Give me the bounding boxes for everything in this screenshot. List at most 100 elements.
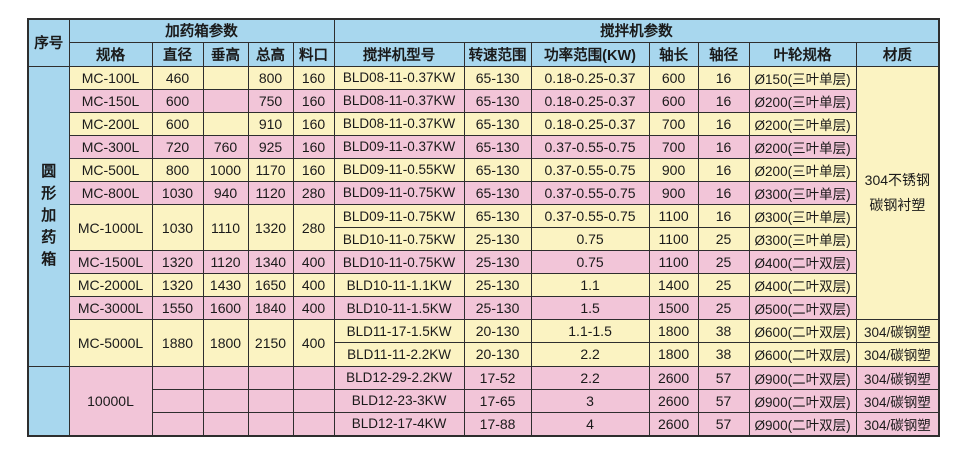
cell-impeller: Ø400(二叶双层) (748, 250, 857, 275)
cell-shaft-length: 1400 (648, 273, 699, 298)
cell-shaft-diameter: 25 (697, 227, 750, 252)
cell-vertical-height: 1600 (202, 296, 249, 321)
cell-total-height: 1120 (247, 180, 294, 205)
table-row: MC-200L 600 910 160 BLD08-11-0.37KW 65-1… (28, 111, 939, 136)
cell-power-range: 0.37-0.55-0.75 (530, 134, 650, 159)
cell-mixer-model: BLD10-11-0.75KW (333, 227, 465, 252)
cell-total-height (247, 388, 294, 413)
cell-vertical-height: 760 (202, 134, 249, 159)
cell-port: 400 (292, 273, 335, 298)
cell-power-range: 4 (530, 411, 650, 437)
cell-mixer-model: BLD12-17-4KW (333, 411, 465, 437)
cell-total-height: 1320 (247, 203, 294, 252)
cell-total-height (247, 365, 294, 390)
cell-power-range: 1.1-1.5 (530, 319, 650, 344)
cell-port (292, 365, 335, 390)
cell-mixer-model: BLD09-11-0.37KW (333, 134, 465, 159)
cell-impeller: Ø900(二叶双层) (748, 365, 857, 390)
cell-total-height: 2150 (247, 319, 294, 367)
col-header-power-range: 功率范围(KW) (530, 41, 650, 67)
cell-impeller: Ø300(三叶单层) (748, 227, 857, 252)
cell-spec: 10000L (68, 365, 153, 437)
cell-impeller: Ø200(三叶单层) (748, 111, 857, 136)
cell-mixer-model: BLD10-11-0.75KW (333, 250, 465, 275)
cell-diameter: 1030 (151, 203, 204, 252)
cell-power-range: 2.2 (530, 365, 650, 390)
cell-shaft-length: 900 (648, 157, 699, 182)
cell-spec: MC-300L (68, 134, 153, 159)
cell-shaft-length: 1100 (648, 227, 699, 252)
cell-total-height: 1840 (247, 296, 294, 321)
cell-power-range: 0.37-0.55-0.75 (530, 157, 650, 182)
cell-speed-range: 25-130 (463, 227, 532, 252)
cell-diameter (151, 411, 204, 437)
dosing-tank-mixer-spec-table: 序号 加药箱参数 搅拌机参数 规格 直径 垂高 总高 料口 搅拌机型号 转速范围… (27, 18, 941, 437)
table-row: BLD10-11-0.75KW 25-130 0.75 1100 25 Ø300… (28, 227, 939, 252)
table-row: MC-2000L 1320 1430 1650 400 BLD10-11-1.1… (28, 273, 939, 298)
cell-vertical-height (202, 88, 249, 113)
cell-spec: MC-100L (68, 65, 153, 90)
cell-impeller: Ø900(二叶双层) (748, 411, 857, 437)
cell-impeller: Ø200(三叶单层) (748, 157, 857, 182)
cell-total-height: 1650 (247, 273, 294, 298)
cell-vertical-height (202, 111, 249, 136)
serial-empty-cell (27, 365, 70, 437)
cell-mixer-model: BLD12-23-3KW (333, 388, 465, 413)
cell-shaft-length: 900 (648, 180, 699, 205)
cell-shaft-length: 2600 (648, 365, 699, 390)
cell-impeller: Ø200(三叶单层) (748, 134, 857, 159)
table-row: MC-150L 600 750 160 BLD08-11-0.37KW 65-1… (28, 88, 939, 113)
material-line-2: 碳钢衬塑 (869, 196, 926, 213)
cell-shaft-diameter: 38 (697, 342, 750, 367)
cell-power-range: 0.37-0.55-0.75 (530, 180, 650, 205)
cell-port: 160 (292, 88, 335, 113)
cell-mixer-model: BLD12-29-2.2KW (333, 365, 465, 390)
cell-diameter: 600 (151, 111, 204, 136)
col-header-speed-range: 转速范围 (463, 41, 532, 67)
cell-total-height: 1340 (247, 250, 294, 275)
cell-port: 160 (292, 134, 335, 159)
cell-spec: MC-2000L (68, 273, 153, 298)
cell-vertical-height: 1120 (202, 250, 249, 275)
cell-shaft-diameter: 16 (697, 180, 750, 205)
cell-impeller: Ø400(二叶双层) (748, 273, 857, 298)
cell-speed-range: 65-130 (463, 203, 532, 229)
cell-mixer-model: BLD09-11-0.55KW (333, 157, 465, 182)
cell-impeller: Ø600(二叶双层) (748, 319, 857, 344)
cell-shaft-diameter: 16 (697, 111, 750, 136)
table-row: MC-5000L 1880 1800 2150 400 BLD11-17-1.5… (28, 319, 940, 367)
cell-spec: MC-1500L (68, 250, 153, 275)
col-header-shaft-length: 轴长 (648, 41, 699, 67)
col-header-port: 料口 (292, 41, 335, 67)
category-cell: 圆形加药箱 (27, 65, 70, 367)
cell-material: 304/碳钢塑 (855, 365, 940, 390)
cell-shaft-length: 1100 (648, 203, 699, 229)
cell-vertical-height: 940 (202, 180, 249, 205)
cell-vertical-height (202, 65, 249, 90)
cell-port: 280 (292, 180, 335, 205)
cell-diameter: 800 (151, 157, 204, 182)
cell-speed-range: 65-130 (463, 180, 532, 205)
cell-speed-range: 25-130 (463, 273, 532, 298)
cell-shaft-length: 600 (648, 65, 699, 90)
table-row: 圆形加药箱 MC-100L 460 800 160 BLD08-11-0.37K… (27, 65, 940, 367)
cell-total-height (247, 411, 294, 437)
cell-speed-range: 20-130 (463, 342, 532, 367)
cell-total-height: 800 (247, 65, 294, 90)
cell-port: 400 (292, 250, 335, 275)
cell-port: 160 (292, 65, 335, 90)
cell-total-height: 750 (247, 88, 294, 113)
cell-speed-range: 65-130 (463, 88, 532, 113)
cell-speed-range: 17-65 (463, 388, 532, 413)
col-header-diameter: 直径 (151, 41, 204, 67)
cell-speed-range: 17-52 (463, 365, 532, 390)
cell-speed-range: 20-130 (463, 319, 532, 344)
table-row: BLD12-17-4KW 17-88 4 2600 57 Ø900(二叶双层) … (28, 411, 940, 437)
cell-material: 304/碳钢塑 (855, 342, 940, 367)
cell-port: 280 (292, 203, 335, 252)
cell-diameter: 1320 (151, 250, 204, 275)
cell-power-range: 0.75 (530, 250, 650, 275)
cell-mixer-model: BLD11-17-1.5KW (333, 319, 465, 344)
cell-port: 400 (292, 296, 335, 321)
cell-diameter: 1320 (151, 273, 204, 298)
